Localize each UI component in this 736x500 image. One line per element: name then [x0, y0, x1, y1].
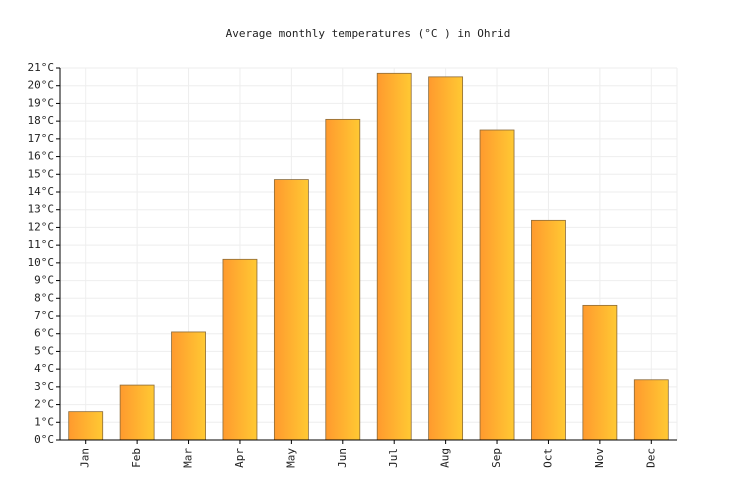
y-tick-label: 5°C	[34, 344, 54, 357]
y-tick-label: 9°C	[34, 274, 54, 287]
bar	[325, 118, 361, 441]
y-tick-label: 21°C	[28, 61, 55, 74]
y-tick-label: 17°C	[28, 132, 55, 145]
y-tick-label: 16°C	[28, 150, 55, 163]
y-tick-label: 6°C	[34, 327, 54, 340]
x-tick-label: Nov	[593, 448, 606, 468]
x-tick-label: Apr	[233, 448, 246, 468]
x-tick-label: Feb	[130, 448, 143, 468]
x-tick-label: Oct	[541, 448, 554, 468]
bar	[273, 179, 309, 441]
bar	[171, 331, 206, 441]
bar	[479, 129, 515, 441]
y-tick-label: 8°C	[34, 291, 54, 304]
y-tick-label: 2°C	[34, 398, 54, 411]
y-tick-label: 11°C	[28, 238, 55, 251]
bar	[633, 379, 669, 441]
x-tick-label: Mar	[182, 448, 195, 468]
x-tick-label: Dec	[644, 448, 657, 468]
x-tick-label: Jan	[79, 448, 92, 468]
y-tick-label: 19°C	[28, 96, 55, 109]
y-tick-label: 20°C	[28, 79, 55, 92]
chart-title: Average monthly temperatures (°C ) in Oh…	[226, 27, 511, 40]
y-tick-label: 13°C	[28, 203, 55, 216]
x-tick-label: Jul	[387, 448, 400, 468]
y-tick-label: 14°C	[28, 185, 55, 198]
y-tick-label: 3°C	[34, 380, 54, 393]
y-tick-label: 7°C	[34, 309, 54, 322]
bar	[428, 76, 464, 441]
y-tick-label: 10°C	[28, 256, 55, 269]
y-tick-label: 15°C	[28, 167, 55, 180]
y-tick-label: 0°C	[34, 433, 54, 446]
bar	[582, 304, 618, 441]
y-tick-label: 4°C	[34, 362, 54, 375]
y-tick-label: 1°C	[34, 415, 54, 428]
y-tick-label: 12°C	[28, 220, 55, 233]
x-tick-label: May	[284, 448, 297, 468]
bar	[119, 384, 155, 441]
bar	[376, 72, 412, 441]
bar	[222, 258, 258, 441]
y-tick-label: 18°C	[28, 114, 55, 127]
x-tick-label: Sep	[490, 448, 503, 468]
x-tick-label: Jun	[336, 448, 349, 468]
bar	[68, 411, 104, 441]
bar	[531, 219, 566, 441]
x-tick-label: Aug	[439, 448, 452, 468]
